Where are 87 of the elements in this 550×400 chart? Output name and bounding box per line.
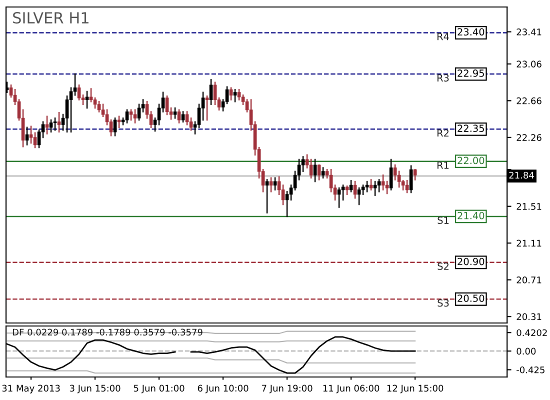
y-tick-label: 23.41 bbox=[516, 28, 542, 36]
x-tick-label: 6 Jun 10:00 bbox=[198, 384, 248, 394]
x-tick-label: 11 Jun 06:00 bbox=[323, 384, 380, 394]
candlestick bbox=[173, 107, 177, 119]
candlestick bbox=[317, 164, 321, 180]
x-tick-label: 12 Jun 15:00 bbox=[387, 384, 444, 394]
candlestick bbox=[133, 109, 137, 124]
y-tick-label: -0.425 bbox=[516, 366, 544, 374]
candlestick bbox=[49, 119, 53, 133]
ref-line-label: R1 bbox=[437, 162, 449, 169]
candlestick bbox=[129, 109, 133, 121]
candlestick bbox=[73, 73, 77, 96]
ref-line-label: S3 bbox=[438, 299, 449, 307]
y-tick-label: 20.31 bbox=[516, 313, 542, 320]
candlestick bbox=[281, 184, 285, 206]
candlestick bbox=[85, 90, 89, 109]
candlestick bbox=[373, 180, 377, 196]
candlestick bbox=[45, 116, 49, 134]
x-tick-label: 7 Jun 19:00 bbox=[262, 384, 312, 394]
candlestick bbox=[377, 179, 381, 192]
candlestick bbox=[409, 165, 413, 194]
candlestick bbox=[265, 179, 269, 214]
x-tick-label: 5 Jun 01:00 bbox=[134, 384, 184, 394]
ref-line-label: R3 bbox=[437, 74, 449, 82]
candlestick bbox=[93, 97, 97, 109]
y-tick-label: 21.11 bbox=[516, 240, 542, 247]
candlestick bbox=[357, 187, 361, 206]
candlestick bbox=[33, 132, 37, 148]
candlestick bbox=[181, 111, 185, 122]
candlestick bbox=[125, 109, 129, 124]
candlestick bbox=[385, 180, 389, 194]
y-tick-label: 23.06 bbox=[516, 60, 542, 68]
y-tick-label: 0.00 bbox=[516, 348, 536, 355]
candlestick bbox=[29, 126, 33, 144]
candlestick bbox=[369, 179, 373, 190]
ref-line-label: R4 bbox=[437, 33, 449, 40]
y-tick-label: 21.51 bbox=[516, 203, 542, 210]
y-tick-label: 20.71 bbox=[516, 276, 542, 284]
ref-line-label: S2 bbox=[438, 262, 449, 270]
candlestick bbox=[53, 118, 57, 131]
y-tick-label: 22.66 bbox=[516, 97, 542, 104]
ref-line-label: S1 bbox=[438, 216, 449, 224]
candlestick bbox=[337, 187, 341, 208]
candlestick bbox=[209, 78, 213, 105]
y-tick-label: 0.4202 bbox=[516, 329, 547, 336]
candlestick bbox=[365, 180, 369, 192]
y-tick-label: 22.26 bbox=[516, 134, 542, 141]
candlestick bbox=[113, 118, 117, 136]
candlestick bbox=[25, 126, 29, 146]
candlestick bbox=[177, 109, 181, 124]
candlestick bbox=[389, 158, 393, 190]
candlestick bbox=[313, 158, 317, 182]
candlestick bbox=[349, 180, 353, 192]
annotation: 21.84 bbox=[509, 172, 534, 179]
candlestick bbox=[57, 112, 61, 133]
candlestick bbox=[381, 174, 385, 190]
candlestick bbox=[205, 95, 209, 121]
candlestick bbox=[301, 156, 305, 172]
candlestick bbox=[361, 184, 365, 196]
candlestick bbox=[117, 116, 121, 128]
candlestick bbox=[273, 177, 277, 190]
annotation: 22.00 bbox=[458, 156, 484, 164]
candlestick bbox=[269, 177, 273, 192]
candlestick bbox=[341, 184, 345, 201]
candlestick bbox=[189, 118, 193, 131]
candlestick bbox=[165, 95, 169, 116]
candlestick bbox=[225, 86, 229, 104]
chart-title: DF 0.0229 0.1789 -0.1789 0.3579 -0.3579 bbox=[12, 328, 202, 336]
x-tick-label: 31 May 2013 bbox=[2, 384, 60, 394]
annotation: 20.90 bbox=[458, 258, 484, 266]
candlestick bbox=[201, 92, 205, 121]
chart-title: SILVER H1 bbox=[13, 12, 88, 24]
candlestick bbox=[233, 89, 237, 102]
annotation: 23.40 bbox=[458, 28, 484, 36]
annotation: 21.40 bbox=[458, 212, 484, 220]
annotation: 20.50 bbox=[458, 294, 484, 302]
candlestick bbox=[321, 167, 325, 178]
candlestick bbox=[229, 87, 233, 100]
candlestick bbox=[353, 180, 357, 199]
candlestick bbox=[405, 180, 409, 194]
candlestick bbox=[309, 158, 313, 178]
candlestick bbox=[413, 168, 417, 180]
candlestick bbox=[397, 170, 401, 188]
annotation: 22.95 bbox=[458, 70, 484, 77]
annotation: 22.35 bbox=[458, 124, 484, 132]
x-tick-label: 3 Jun 15:00 bbox=[70, 384, 120, 394]
ref-line-label: R2 bbox=[437, 129, 449, 137]
